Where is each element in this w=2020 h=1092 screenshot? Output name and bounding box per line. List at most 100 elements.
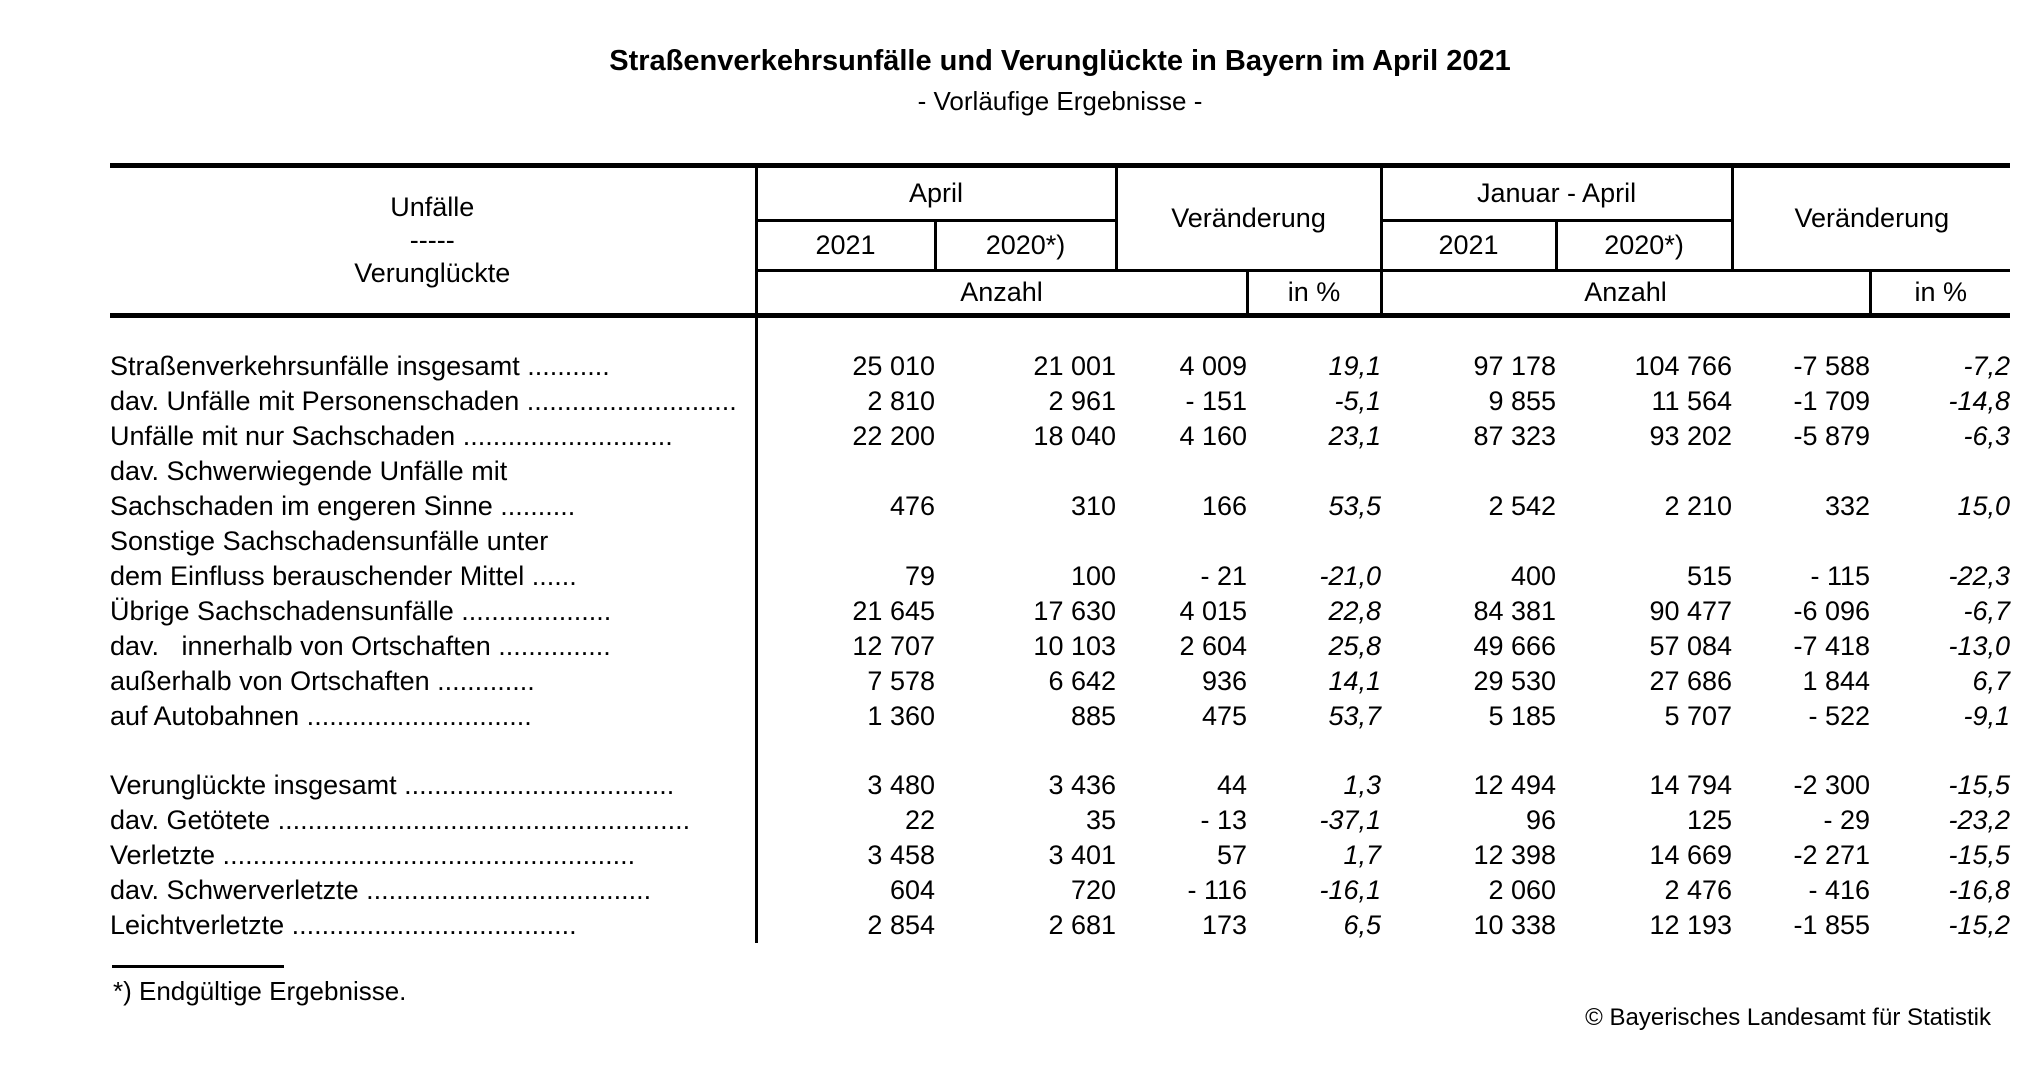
cell-value: 3 436 (1048, 770, 1117, 800)
cell-value: 4 015 (1179, 596, 1248, 626)
cell-value: 2 604 (1179, 631, 1248, 661)
table-row: dav. innerhalb von Ortschaften .........… (110, 629, 2010, 664)
cell-value: 12 193 (1649, 910, 1733, 940)
cell-value: -1 855 (1793, 910, 1871, 940)
cell-value: 3 480 (867, 770, 935, 800)
cell-value: 96 (1525, 805, 1557, 835)
cell-value: 6,7 (1972, 666, 2011, 696)
cell-value (1556, 524, 1732, 559)
row-label: auf Autobahnen .........................… (110, 699, 758, 734)
table-row: Verletzte ..............................… (110, 838, 2010, 873)
header-label-separator: ----- (409, 225, 455, 255)
cell-value: 475 (1201, 701, 1248, 731)
cell-value: 1 844 (1802, 666, 1871, 696)
table-header: Unfälle ----- Verunglückte April Verände… (110, 165, 2011, 318)
cell-value: -2 300 (1793, 770, 1871, 800)
cell-value (1381, 454, 1556, 489)
column-header-januar-april-2020: 2020*) (1556, 220, 1734, 272)
cell-value: 2 961 (1048, 386, 1117, 416)
cell-value: 79 (904, 561, 935, 591)
header-row-years: 2021 2020*) 2021 2020*) (110, 220, 2010, 272)
cell-value: 125 (1686, 805, 1733, 835)
table-row: dav. Unfälle mit Personenschaden .......… (110, 384, 2010, 419)
row-label: Verunglückte insgesamt .................… (110, 768, 758, 803)
row-label: außerhalb von Ortschaften ............. (110, 664, 758, 699)
table-row: Verunglückte insgesamt .................… (110, 768, 2010, 803)
row-label: Sonstige Sachschadensunfälle unter (110, 524, 758, 559)
cell-value: -5,1 (1334, 386, 1382, 416)
spacer-cell (1247, 734, 1381, 768)
cell-value: 166 (1201, 491, 1248, 521)
cell-value: 2 210 (1664, 491, 1733, 521)
cell-value: -6,3 (1963, 421, 2011, 451)
cell-value: 22 200 (852, 421, 935, 451)
cell-value: - 522 (1808, 701, 1871, 731)
cell-value (935, 454, 1116, 489)
cell-value: -16,1 (1319, 875, 1382, 905)
cell-value: 93 202 (1649, 421, 1733, 451)
spacer-cell (756, 734, 935, 768)
column-header-in-percent-april: in % (1247, 270, 1383, 318)
cell-value: 6 642 (1048, 666, 1117, 696)
cell-value: -9,1 (1963, 701, 2011, 731)
cell-value: -16,8 (1948, 875, 2011, 905)
cell-value: 84 381 (1473, 596, 1557, 626)
spacer-cell (756, 316, 935, 350)
spacer-cell (1732, 734, 1870, 768)
cell-value: 23,1 (1328, 421, 1382, 451)
header-row-groups: Unfälle ----- Verunglückte April Verände… (110, 165, 2011, 318)
column-header-januar-april-2021: 2021 (1381, 220, 1558, 272)
table-row: Straßenverkehrsunfälle insgesamt .......… (110, 349, 2010, 384)
column-group-januar-april: Januar - April (1381, 165, 1734, 222)
cell-value: 3 401 (1048, 840, 1117, 870)
row-label: dav. innerhalb von Ortschaften .........… (110, 629, 758, 664)
table-row: Übrige Sachschadensunfälle .............… (110, 594, 2010, 629)
cell-value: - 416 (1808, 875, 1871, 905)
table-row: dav. Schwerwiegende Unfälle mit (110, 454, 2010, 489)
column-group-veraenderung-januar-april: Veränderung (1732, 165, 2011, 272)
column-header-in-percent-januar-april: in % (1870, 270, 2011, 318)
cell-value (1732, 454, 1870, 489)
spacer-cell (110, 315, 758, 349)
cell-value: 53,5 (1328, 491, 1382, 521)
cell-value (1870, 454, 2010, 489)
cell-value: -7 418 (1793, 631, 1871, 661)
spacer-cell (110, 734, 758, 768)
column-group-april: April (756, 165, 1118, 222)
title-block: Straßenverkehrsunfälle und Verunglückte … (110, 44, 2010, 116)
cell-value: 22 (904, 805, 935, 835)
cell-value: - 13 (1200, 805, 1248, 835)
cell-value: 2 060 (1488, 875, 1557, 905)
cell-value: 1 360 (867, 701, 935, 731)
cell-value: -15,2 (1948, 910, 2011, 940)
cell-value: 53,7 (1328, 701, 1382, 731)
cell-value: 90 477 (1649, 596, 1733, 626)
spacer-cell (1116, 734, 1247, 768)
cell-value: 6,5 (1343, 910, 1382, 940)
cell-value: 25,8 (1328, 631, 1382, 661)
cell-value: 17 630 (1033, 596, 1117, 626)
cell-value: 12 494 (1473, 770, 1557, 800)
row-label: dav. Getötete ..........................… (110, 803, 758, 838)
row-label: dem Einfluss berauschender Mittel ...... (110, 559, 758, 594)
table-row: Sonstige Sachschadensunfälle unter (110, 524, 2010, 559)
table-row: dav. Getötete ..........................… (110, 803, 2010, 838)
block-spacer (110, 734, 2010, 768)
column-header-anzahl-januar-april: Anzahl (1381, 270, 1872, 318)
cell-value: 5 185 (1488, 701, 1557, 731)
table-row: Sachschaden im engeren Sinne .......... 4… (110, 489, 2010, 524)
cell-value: 885 (1070, 701, 1117, 731)
cell-value (1247, 524, 1381, 559)
cell-value: -15,5 (1948, 770, 2011, 800)
cell-value: 18 040 (1033, 421, 1117, 451)
cell-value: -6 096 (1793, 596, 1871, 626)
cell-value: - 116 (1187, 875, 1248, 905)
cell-value: - 151 (1185, 386, 1248, 416)
cell-value: -5 879 (1793, 421, 1871, 451)
row-label: Unfälle mit nur Sachschaden ............… (110, 419, 758, 454)
cell-value: -2 271 (1793, 840, 1871, 870)
cell-value: 2 542 (1488, 491, 1557, 521)
cell-value: 332 (1824, 491, 1871, 521)
row-label: Leichtverletzte ........................… (110, 908, 758, 943)
